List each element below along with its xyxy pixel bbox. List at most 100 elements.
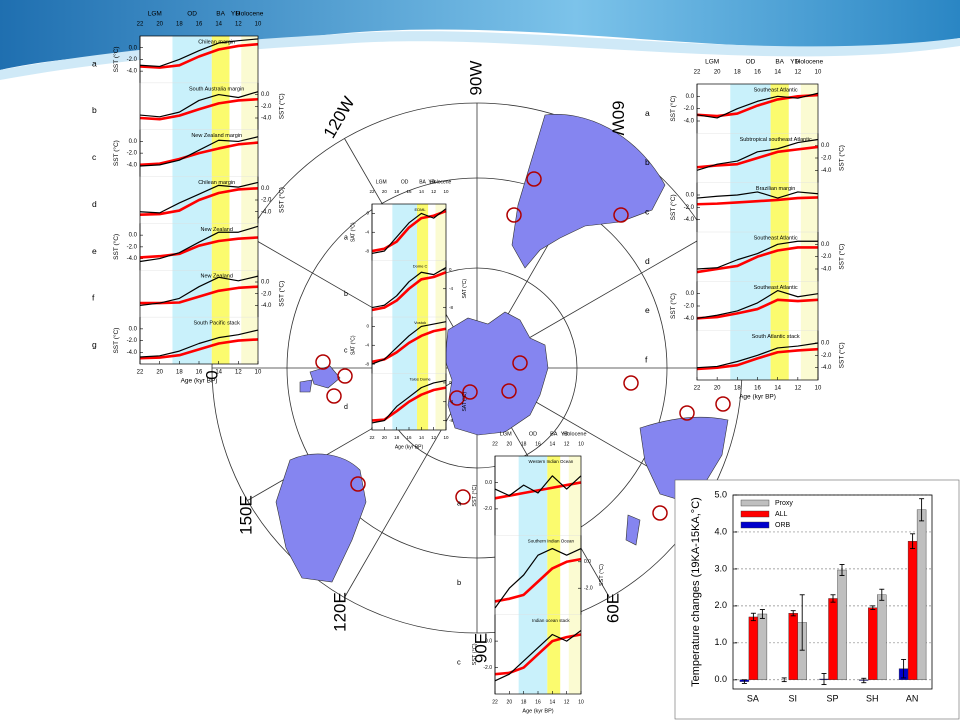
x-tick-label: 20 xyxy=(382,435,388,440)
y-tick-label: -4 xyxy=(365,229,369,234)
y-tick-label: 0 xyxy=(449,380,452,385)
proxy-curve xyxy=(371,209,447,253)
period-label: BA xyxy=(216,11,225,18)
proxy-curve xyxy=(139,42,259,69)
x-tick-label: 16 xyxy=(535,699,541,705)
model-curve xyxy=(494,547,582,609)
y-tick-label: -4 xyxy=(365,342,369,347)
x-tick-label: 12 xyxy=(564,441,570,447)
site-name: Brazilian margin xyxy=(756,186,795,192)
y-tick-label: -2.0 xyxy=(127,338,138,344)
x-tick-label: 16 xyxy=(754,70,761,76)
legend-swatch xyxy=(740,521,770,529)
period-label: LGM xyxy=(148,11,162,18)
subpanel-letter: d xyxy=(344,404,348,411)
bar xyxy=(757,613,768,680)
y-tick-label: -4.0 xyxy=(684,316,695,322)
bar xyxy=(828,598,838,680)
x-tick-label: 22 xyxy=(694,386,701,392)
proxy-curve xyxy=(696,347,819,371)
error-bar xyxy=(799,594,805,651)
site-name: Chilean margin xyxy=(198,39,235,45)
subpanel-letter: a xyxy=(457,499,462,508)
x-tick-label: 20 xyxy=(382,189,388,194)
x-tick-label: 20 xyxy=(507,699,513,705)
meridian-label: 60W xyxy=(609,101,628,136)
x-tick-label: 14 xyxy=(550,699,556,705)
y-tick-label: -4.0 xyxy=(261,116,272,122)
site-name: Vostok xyxy=(414,320,426,325)
subpanel-letter: a xyxy=(92,58,97,68)
site-name: Talos Dome xyxy=(410,377,432,382)
y-axis-label: SST (°C) xyxy=(599,564,605,586)
site-name: New Zealand margin xyxy=(191,133,242,139)
subpanel-letter: c xyxy=(92,152,97,162)
y-tick-label: 0.0 xyxy=(261,186,270,192)
subpanel-letter: f xyxy=(92,293,95,303)
proxy-curve xyxy=(696,93,819,118)
y-tick-label: -2.0 xyxy=(821,353,832,359)
model-curve xyxy=(139,38,259,68)
x-tick-label: AN xyxy=(906,693,919,703)
y-axis-label: SST (°C) xyxy=(112,140,120,166)
y-axis-label: SST (°C) xyxy=(669,96,677,122)
x-axis-label: Age (kyr BP) xyxy=(739,394,776,401)
y-tick-label: -4 xyxy=(449,286,453,291)
error-bar xyxy=(870,605,876,611)
x-tick-label: 12 xyxy=(564,699,570,705)
y-tick-label: -4.0 xyxy=(821,267,832,273)
x-tick-label: 10 xyxy=(578,441,584,447)
subpanel-letter: g xyxy=(92,340,97,350)
model-curve xyxy=(696,92,819,119)
y-tick-label: 0.0 xyxy=(821,341,830,347)
continents xyxy=(275,114,729,583)
site-markers xyxy=(315,171,731,521)
model-curve xyxy=(696,289,819,319)
x-tick-label: 14 xyxy=(774,386,781,392)
proxy-curve xyxy=(139,97,259,121)
model-curve xyxy=(696,240,818,270)
x-axis-label: Age (kyr BP) xyxy=(395,444,424,450)
y-tick-label: -4.0 xyxy=(821,168,832,174)
y-tick-label: -4.0 xyxy=(261,209,272,215)
proxy-curve xyxy=(696,246,818,274)
bar xyxy=(837,569,847,680)
bar xyxy=(877,594,887,680)
meridian-label: 90W xyxy=(466,61,485,96)
y-tick-label: -4 xyxy=(449,399,453,404)
error-bar xyxy=(861,677,867,684)
x-tick-label: 16 xyxy=(406,435,412,440)
x-tick-label: 18 xyxy=(176,370,183,376)
bar xyxy=(788,613,798,680)
proxy-curve xyxy=(139,236,259,259)
subpanel-letter: e xyxy=(92,246,97,256)
panel-frame xyxy=(139,35,259,365)
x-tick-label: 14 xyxy=(419,435,425,440)
legend-label: ORB xyxy=(775,522,791,529)
error-bar xyxy=(839,564,845,577)
proxy-curve xyxy=(371,386,447,422)
x-tick-label: SI xyxy=(788,693,797,703)
x-tick-label: 12 xyxy=(431,189,437,194)
x-tick-label: 16 xyxy=(196,22,203,28)
period-label: BA xyxy=(775,59,784,66)
y-axis-label: SST (°C) xyxy=(112,328,120,354)
y-tick-label: 0.0 xyxy=(261,280,270,286)
model-curve xyxy=(139,181,259,214)
polar-map xyxy=(211,102,743,634)
x-tick-label: 22 xyxy=(492,441,498,447)
y-tick-label: 0 xyxy=(366,211,369,216)
x-tick-label: SP xyxy=(826,693,838,703)
y-axis-label: Temperature changes (19KA-15KA,°C) xyxy=(690,497,702,687)
x-tick-label: 10 xyxy=(443,189,449,194)
x-tick-label: 12 xyxy=(431,435,437,440)
y-axis-label: SST (°C) xyxy=(838,244,846,270)
proxy-curve xyxy=(494,633,582,676)
y-axis-label: SAT (°C) xyxy=(462,392,468,412)
error-bar xyxy=(830,594,836,603)
error-bar xyxy=(910,533,916,550)
x-tick-label: 14 xyxy=(215,370,222,376)
error-bar xyxy=(919,498,925,522)
x-tick-label: 18 xyxy=(521,441,527,447)
y-axis-label: SAT (°C) xyxy=(462,279,468,299)
